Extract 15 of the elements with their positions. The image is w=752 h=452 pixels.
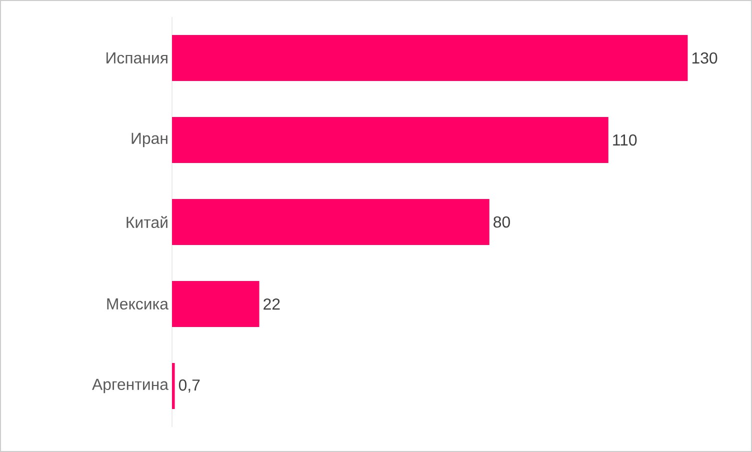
bar [172,116,608,163]
y-tick-label: Мексика [107,298,168,310]
data-label: 0,7 [178,379,200,393]
bar [172,198,490,245]
y-tick-label: Китай [126,216,168,228]
data-label: 80 [494,216,510,228]
bar [172,281,260,327]
y-tick-label: Аргентина [92,378,168,394]
bar [172,363,175,409]
y-tick-label: Иран [132,132,168,148]
data-label: 130 [692,52,718,64]
bar [172,34,688,81]
data-label: 110 [613,134,637,146]
data-label: 22 [264,298,280,310]
y-tick-label: Испания [106,52,168,64]
